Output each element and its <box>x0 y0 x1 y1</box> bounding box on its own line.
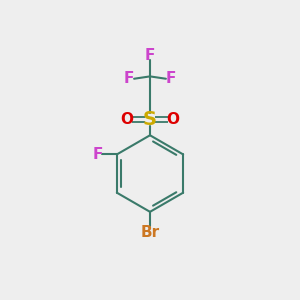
Text: F: F <box>166 71 176 86</box>
Text: F: F <box>92 147 103 162</box>
Text: O: O <box>121 112 134 127</box>
Text: F: F <box>124 71 134 86</box>
Text: Br: Br <box>140 225 160 240</box>
Text: F: F <box>145 48 155 63</box>
Text: S: S <box>143 110 157 129</box>
Text: O: O <box>167 112 179 127</box>
